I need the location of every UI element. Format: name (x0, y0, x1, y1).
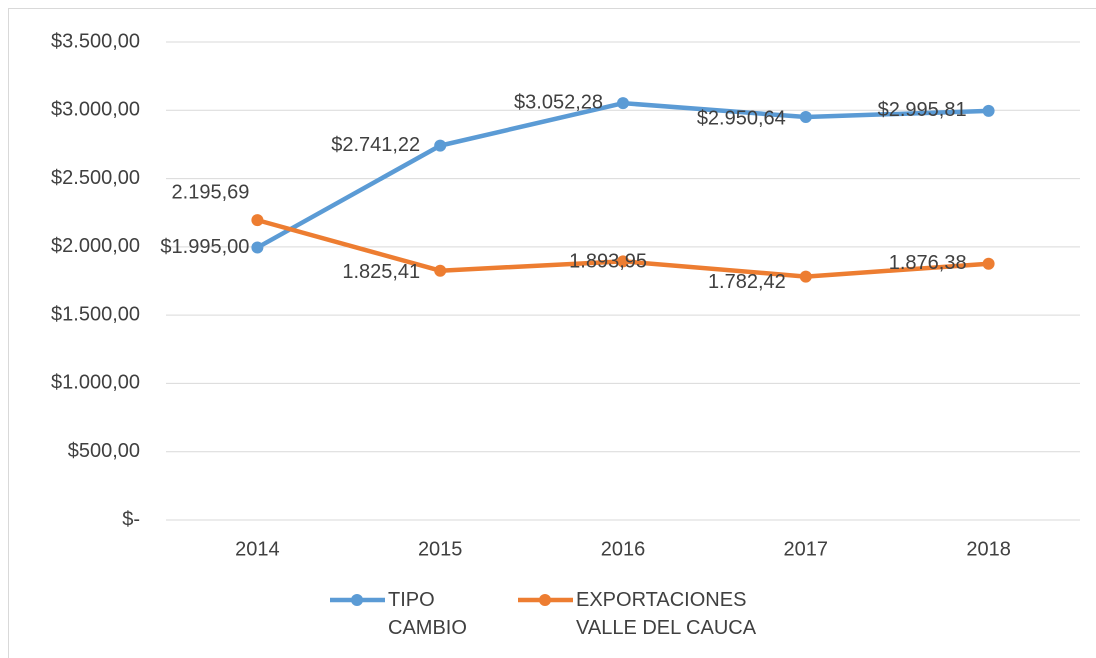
value-label: $1.995,00 (160, 236, 249, 258)
y-tick-label: $500,00 (68, 440, 140, 462)
series-marker (799, 270, 812, 283)
x-tick-label: 2017 (784, 538, 829, 560)
legend-label: TIPO CAMBIO (388, 589, 467, 639)
x-tick-label: 2014 (235, 538, 280, 560)
series-marker (251, 214, 264, 227)
value-label: $2.950,64 (697, 107, 786, 129)
y-tick-label: $3.000,00 (51, 99, 140, 121)
legend-marker (351, 594, 363, 606)
value-label: 1.876,38 (889, 252, 967, 274)
series-line (256, 100, 989, 250)
value-label: 2.195,69 (172, 181, 250, 203)
value-label: $3.052,28 (514, 91, 603, 113)
value-label: 1.825,41 (342, 261, 420, 283)
y-tick-label: $2.000,00 (51, 235, 140, 257)
value-label: $2.995,81 (878, 99, 967, 121)
series-marker (982, 104, 995, 117)
series-marker (799, 111, 812, 124)
y-tick-label: $2.500,00 (51, 167, 140, 189)
x-tick-label: 2018 (966, 538, 1011, 560)
x-tick-label: 2016 (601, 538, 646, 560)
value-label: 1.782,42 (708, 271, 786, 293)
series-marker (434, 264, 447, 277)
series-marker (617, 97, 629, 110)
series-marker (434, 139, 447, 152)
series-marker (982, 257, 995, 270)
x-tick-label: 2015 (418, 538, 463, 560)
y-tick-label: $3.500,00 (51, 30, 140, 52)
series-marker (251, 241, 264, 254)
y-tick-label: $- (122, 508, 140, 530)
value-label: 1.893,95 (569, 251, 647, 273)
y-tick-label: $1.500,00 (51, 303, 140, 325)
series-marker (617, 255, 629, 268)
y-tick-label: $1.000,00 (51, 372, 140, 394)
legend-label: EXPORTACIONES VALLE DEL CAUCA (576, 589, 757, 639)
legend-marker (539, 594, 551, 606)
chart-border (8, 8, 1096, 658)
value-label: $2.741,22 (331, 134, 420, 156)
